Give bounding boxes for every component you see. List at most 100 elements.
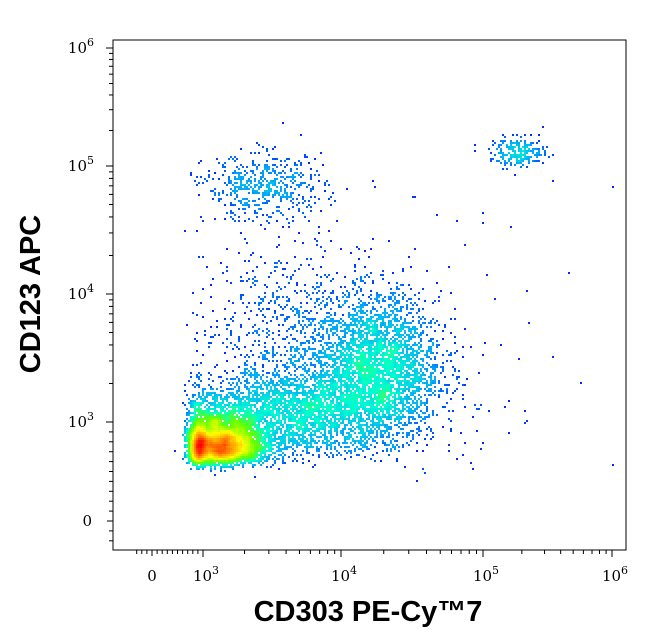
event-dot: [284, 436, 286, 438]
event-dot: [410, 288, 412, 290]
event-dot: [506, 144, 508, 146]
event-dot: [388, 366, 390, 368]
event-dot: [414, 370, 416, 372]
event-dot: [396, 398, 398, 400]
event-dot: [310, 400, 312, 402]
event-dot: [254, 412, 256, 414]
event-dot: [274, 354, 276, 356]
event-dot: [412, 392, 414, 394]
event-dot: [412, 382, 414, 384]
event-dot: [308, 312, 310, 314]
event-dot: [374, 308, 376, 310]
event-dot: [272, 180, 274, 182]
event-dot: [272, 448, 274, 450]
event-dot: [264, 402, 266, 404]
event-dot: [366, 304, 368, 306]
event-dot: [320, 394, 322, 396]
event-dot: [238, 394, 240, 396]
event-dot: [368, 388, 370, 390]
event-dot: [228, 182, 230, 184]
event-dot: [326, 180, 328, 182]
event-dot: [262, 196, 264, 198]
event-dot: [290, 362, 292, 364]
event-dot: [274, 418, 276, 420]
event-dot: [536, 142, 538, 144]
event-dot: [284, 408, 286, 410]
event-dot: [500, 144, 502, 146]
event-dot: [358, 340, 360, 342]
event-dot: [262, 194, 264, 196]
event-dot: [298, 436, 300, 438]
event-dot: [302, 424, 304, 426]
event-dot: [384, 316, 386, 318]
event-dot: [196, 468, 198, 470]
event-dot: [222, 406, 224, 408]
event-dot: [292, 274, 294, 276]
event-dot: [336, 358, 338, 360]
event-dot: [326, 320, 328, 322]
event-dot: [520, 152, 522, 154]
event-dot: [358, 328, 360, 330]
event-dot: [264, 460, 266, 462]
event-dot: [288, 396, 290, 398]
event-dot: [376, 402, 378, 404]
event-dot: [346, 438, 348, 440]
event-dot: [368, 362, 370, 364]
event-dot: [396, 338, 398, 340]
event-dot: [356, 396, 358, 398]
event-dot: [290, 360, 292, 362]
event-dot: [266, 200, 268, 202]
event-dot: [256, 388, 258, 390]
event-dot: [346, 400, 348, 402]
event-dot: [300, 428, 302, 430]
event-dot: [430, 358, 432, 360]
event-dot: [354, 412, 356, 414]
event-dot: [334, 428, 336, 430]
event-dot: [374, 370, 376, 372]
event-dot: [354, 340, 356, 342]
event-dot: [350, 354, 352, 356]
event-dot: [430, 346, 432, 348]
event-dot: [244, 384, 246, 386]
event-dot: [350, 314, 352, 316]
event-dot: [264, 190, 266, 192]
event-dot: [254, 302, 256, 304]
event-dot: [274, 460, 276, 462]
event-dot: [322, 426, 324, 428]
event-dot: [288, 366, 290, 368]
event-dot: [272, 296, 274, 298]
event-dot: [242, 204, 244, 206]
event-dot: [396, 302, 398, 304]
event-dot: [416, 360, 418, 362]
event-dot: [304, 436, 306, 438]
event-dot: [298, 428, 300, 430]
event-dot: [216, 398, 218, 400]
event-dot: [300, 384, 302, 386]
event-dot: [354, 384, 356, 386]
event-dot: [420, 340, 422, 342]
event-dot: [362, 330, 364, 332]
event-dot: [360, 396, 362, 398]
event-dot: [374, 328, 376, 330]
event-dot: [494, 154, 496, 156]
event-dot: [342, 418, 344, 420]
event-dot: [330, 382, 332, 384]
event-dot: [292, 416, 294, 418]
event-dot: [318, 410, 320, 412]
event-dot: [210, 284, 212, 286]
event-dot: [338, 406, 340, 408]
event-dot: [322, 348, 324, 350]
event-dot: [346, 442, 348, 444]
event-dot: [338, 414, 340, 416]
event-dot: [234, 156, 236, 158]
event-dot: [422, 372, 424, 374]
event-dot: [290, 308, 292, 310]
event-dot: [246, 404, 248, 406]
event-dot: [306, 426, 308, 428]
event-dot: [392, 376, 394, 378]
event-dot: [352, 392, 354, 394]
event-dot: [406, 370, 408, 372]
event-dot: [262, 410, 264, 412]
event-dot: [400, 392, 402, 394]
event-dot: [292, 220, 294, 222]
